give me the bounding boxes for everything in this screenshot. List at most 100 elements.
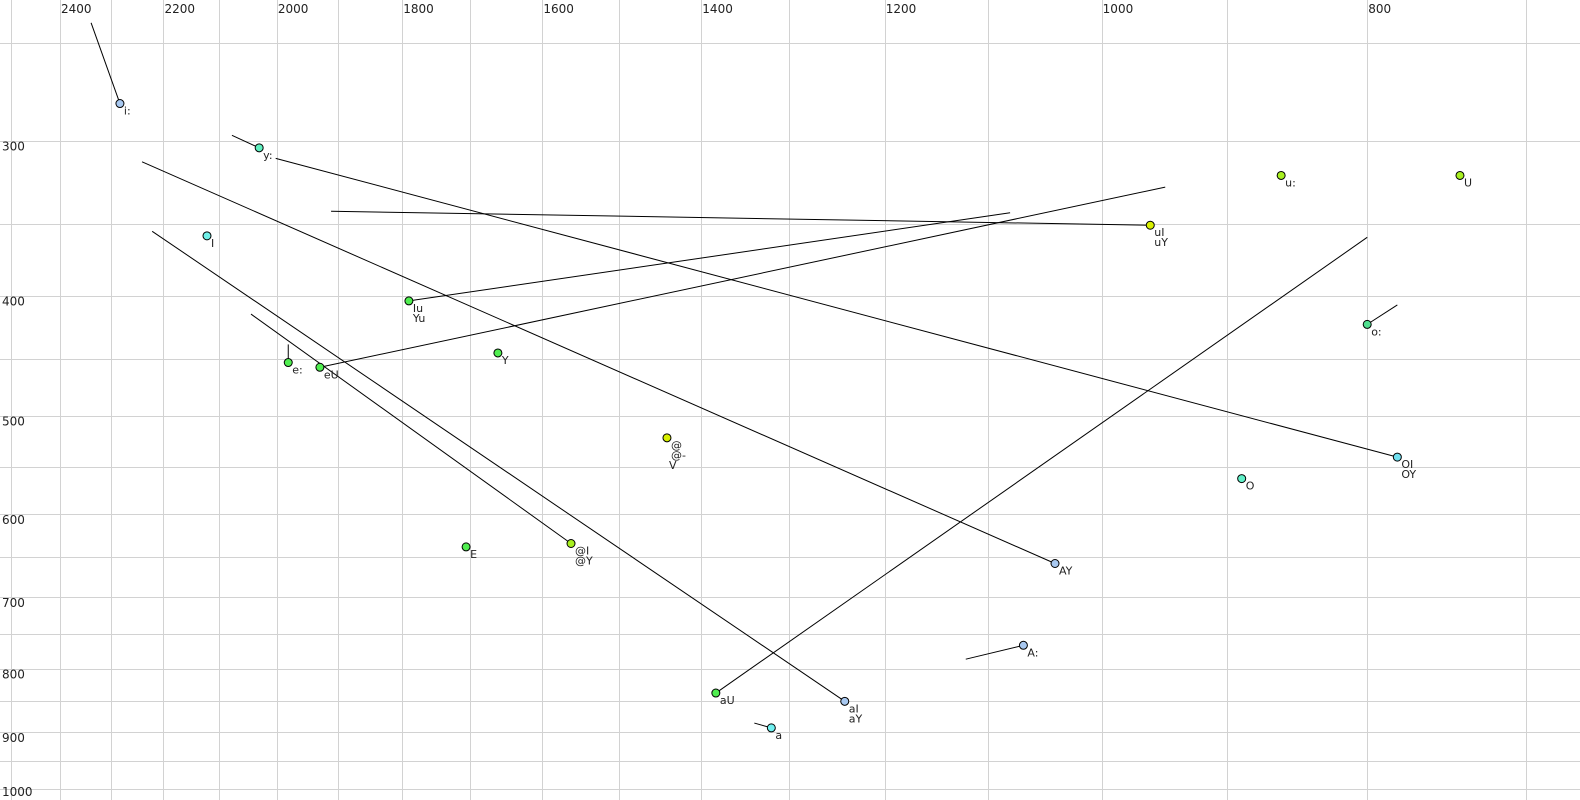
point-label: i: [124, 105, 131, 118]
point-label: OY [1401, 468, 1416, 481]
x-tick-label: 2200 [164, 2, 195, 16]
vowel-point: @@-V [662, 433, 686, 472]
point-label: U [1464, 176, 1472, 189]
point-label: o: [1371, 325, 1381, 338]
trajectory-line [250, 313, 572, 544]
x-tick-label: 800 [1368, 2, 1391, 16]
trajectory-line [965, 644, 1024, 660]
vowel-point: u: [1276, 170, 1296, 189]
trajectory-line [331, 210, 1151, 226]
x-tick-label: 1600 [543, 2, 574, 16]
point-label: E [470, 548, 477, 561]
vowel-point: O [1237, 474, 1255, 493]
x-tick-label: 1400 [702, 2, 733, 16]
point-label: Y [501, 354, 509, 367]
vowel-point: i: [115, 99, 131, 118]
point-marker [115, 99, 125, 109]
vowel-point: I [202, 231, 214, 250]
point-label: aI [849, 702, 859, 715]
point-marker [711, 688, 721, 698]
point-label: aY [849, 712, 863, 725]
point-label: AY [1059, 565, 1073, 578]
point-label: OI [1401, 458, 1413, 471]
point-marker [202, 231, 212, 241]
vowel-point: E [461, 542, 477, 561]
point-label: @I [575, 544, 589, 557]
point-marker [493, 348, 503, 358]
point-marker [840, 696, 850, 706]
point-marker [1050, 559, 1060, 569]
point-label: O [1246, 480, 1255, 493]
trajectory-line [90, 22, 121, 104]
y-tick-label: 900 [2, 731, 25, 745]
point-marker [1362, 319, 1372, 329]
vowel-point: eU [315, 362, 339, 381]
point-marker [404, 296, 414, 306]
trajectory-line [319, 186, 1166, 368]
trajectory-line [408, 212, 1011, 302]
point-marker [1145, 220, 1155, 230]
point-label: y: [263, 149, 272, 162]
point-marker [254, 143, 264, 153]
y-tick-label: 300 [2, 140, 25, 154]
point-label: Iu [413, 302, 423, 315]
point-label: @Y [575, 554, 593, 567]
point-label: aU [720, 694, 735, 707]
y-tick-label: 600 [2, 513, 25, 527]
point-marker [1276, 170, 1286, 180]
point-marker [766, 723, 776, 733]
trajectory-line [231, 134, 260, 149]
vowel-point: aU [711, 688, 735, 707]
vowel-point: Y [493, 348, 509, 367]
point-label: @ [671, 439, 682, 452]
trajectory-line [1366, 304, 1398, 325]
point-label: a [775, 729, 782, 742]
vowel-point: o: [1362, 319, 1382, 338]
y-tick-label: 800 [2, 668, 25, 682]
point-label: uY [1154, 236, 1168, 249]
vowel-point: y: [254, 143, 273, 162]
vowel-point: AY [1050, 559, 1073, 578]
point-marker [461, 542, 471, 552]
point-label: A: [1027, 646, 1038, 659]
point-marker [1018, 640, 1028, 650]
y-axis-ticks: 300 400 500 600 700 800 900 1000 [2, 140, 33, 799]
vowel-point: a [766, 723, 782, 742]
y-tick-label: 700 [2, 596, 25, 610]
vowel-point: e: [283, 358, 303, 377]
trajectory-line [141, 161, 1056, 564]
x-tick-label: 2400 [61, 2, 92, 16]
point-label: V [669, 459, 677, 472]
x-axis-ticks: 2400 2200 2000 1800 1600 1400 1200 1000 800 [61, 2, 1391, 16]
point-label: Yu [412, 312, 425, 325]
point-marker [1237, 474, 1247, 484]
point-label: u: [1285, 176, 1296, 189]
vowel-point: @I@Y [566, 538, 593, 567]
point-label: e: [292, 364, 302, 377]
point-marker [315, 362, 325, 372]
point-marker [566, 538, 576, 548]
y-tick-label: 500 [2, 415, 25, 429]
point-label: I [211, 237, 214, 250]
point-label: @- [671, 449, 686, 462]
y-tick-label: 1000 [2, 785, 33, 799]
x-tick-label: 1800 [403, 2, 434, 16]
x-tick-label: 2000 [278, 2, 309, 16]
x-tick-label: 1200 [886, 2, 917, 16]
vowel-point: A: [1018, 640, 1038, 659]
point-label: eU [324, 368, 339, 381]
point-marker [283, 358, 293, 368]
point-marker [1392, 452, 1402, 462]
point-marker [662, 433, 672, 443]
x-tick-label: 1000 [1103, 2, 1134, 16]
vowel-point: U [1455, 170, 1472, 189]
trajectory-line [151, 230, 846, 702]
y-tick-label: 400 [2, 295, 25, 309]
